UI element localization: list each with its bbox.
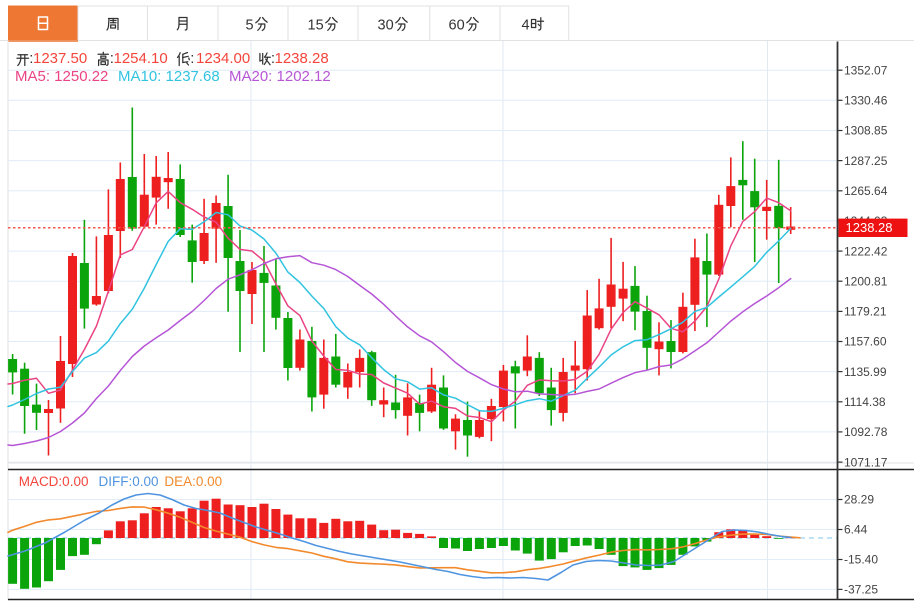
- svg-text:1222.42: 1222.42: [844, 244, 888, 258]
- svg-text:1135.99: 1135.99: [844, 365, 887, 379]
- svg-text:1254.10: 1254.10: [114, 50, 168, 67]
- svg-text:5: 5: [246, 18, 254, 34]
- svg-text:30: 30: [378, 18, 394, 34]
- svg-text::: :: [29, 50, 33, 67]
- svg-text:1238.28: 1238.28: [275, 50, 329, 67]
- svg-text:15: 15: [308, 18, 324, 34]
- svg-text:1238.28: 1238.28: [846, 220, 893, 235]
- svg-text:1071.17: 1071.17: [844, 455, 888, 469]
- svg-text:1330.46: 1330.46: [844, 94, 888, 108]
- svg-text:1265.64: 1265.64: [844, 184, 888, 198]
- svg-text:4: 4: [522, 18, 530, 34]
- svg-text:28.29: 28.29: [844, 493, 874, 507]
- svg-text:1114.38: 1114.38: [844, 395, 886, 409]
- svg-text:1237.50: 1237.50: [33, 50, 87, 67]
- svg-text:1179.21: 1179.21: [844, 305, 887, 319]
- svg-text:MA5: 1250.22: MA5: 1250.22: [15, 68, 108, 85]
- svg-text::: :: [271, 50, 275, 67]
- svg-text:1234.00: 1234.00: [196, 50, 250, 67]
- svg-text:DIFF:0.00: DIFF:0.00: [99, 474, 159, 489]
- svg-text:1157.60: 1157.60: [844, 335, 887, 349]
- svg-text:MACD:0.00: MACD:0.00: [19, 474, 89, 489]
- svg-text::: :: [110, 50, 114, 67]
- svg-text:1200.81: 1200.81: [844, 274, 888, 288]
- svg-text:DEA:0.00: DEA:0.00: [164, 474, 222, 489]
- svg-text:1287.25: 1287.25: [844, 154, 888, 168]
- svg-text:6.44: 6.44: [844, 523, 868, 537]
- svg-text:60: 60: [449, 18, 465, 34]
- svg-text::: :: [190, 50, 194, 67]
- svg-text:1308.85: 1308.85: [844, 124, 888, 138]
- svg-text:-15.40: -15.40: [844, 553, 878, 567]
- svg-text:MA20: 1202.12: MA20: 1202.12: [229, 68, 331, 85]
- svg-text:1092.78: 1092.78: [844, 425, 888, 439]
- svg-text:-37.25: -37.25: [844, 583, 878, 597]
- svg-text:1352.07: 1352.07: [844, 63, 888, 77]
- svg-text:MA10: 1237.68: MA10: 1237.68: [118, 68, 220, 85]
